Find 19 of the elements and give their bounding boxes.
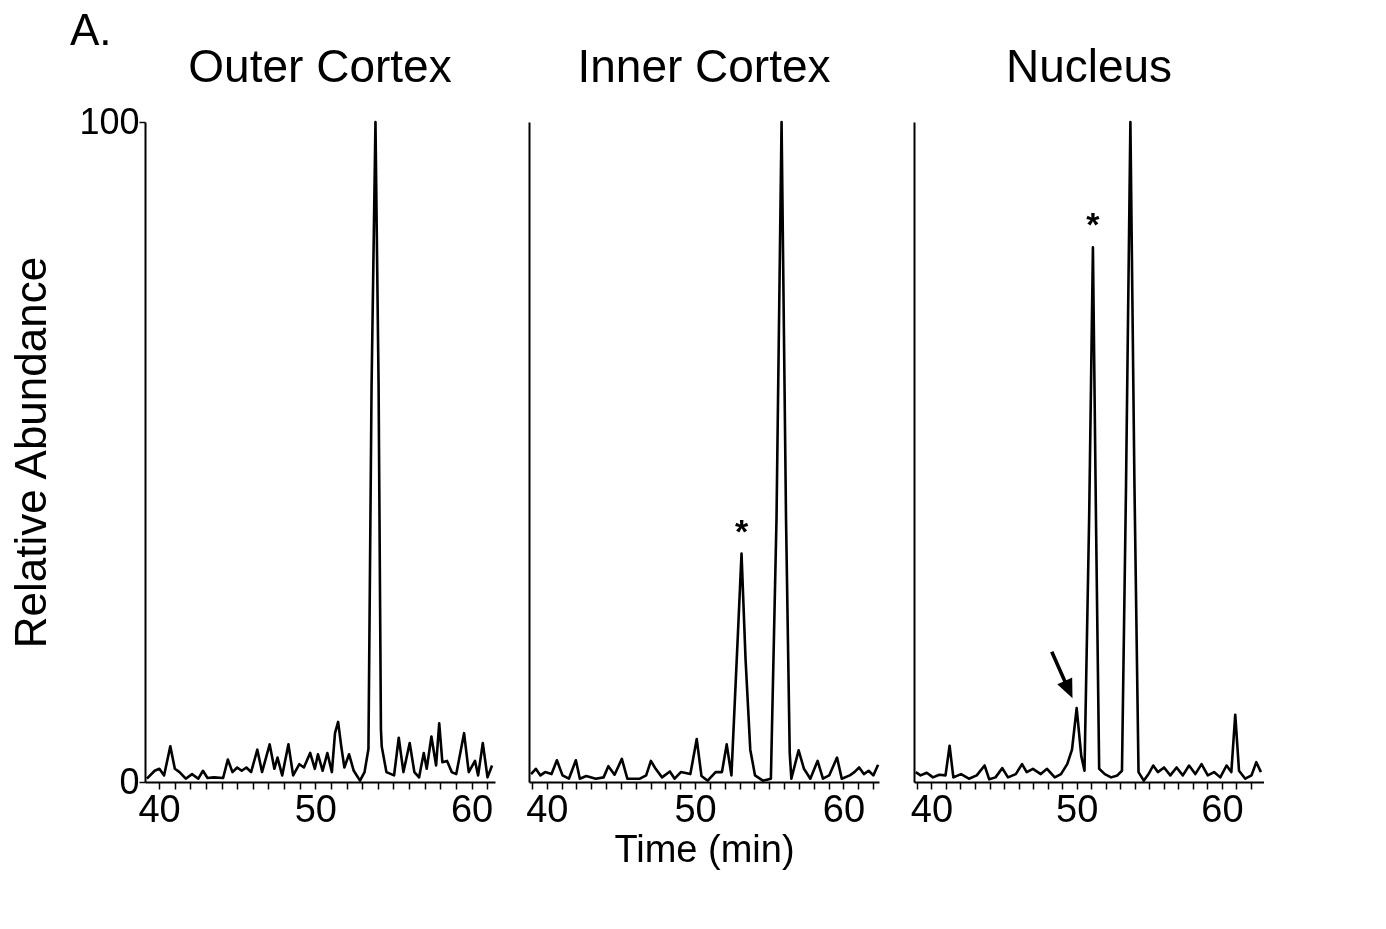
annotation: * (734, 511, 749, 550)
x-tick-label: 50 (294, 787, 337, 830)
y-tick-label: 0 (119, 760, 140, 802)
x-tick-label: 40 (526, 787, 569, 830)
x-tick-label: 60 (450, 787, 494, 830)
x-axis-title: Time (min) (614, 827, 795, 870)
y-tick-label: 100 (79, 100, 140, 142)
chart-title: Outer Cortex (188, 40, 452, 92)
x-tick-label: 50 (1056, 787, 1099, 830)
annotation: * (1086, 205, 1101, 244)
x-tick-label: 60 (822, 787, 866, 830)
x-tick-label: 40 (138, 787, 181, 830)
x-tick-label: 60 (1201, 787, 1244, 830)
chart-title: Inner Cortex (577, 40, 831, 92)
text: A. (70, 5, 112, 54)
y-axis-title: Relative Abundance (6, 256, 56, 649)
x-tick-label: 40 (910, 787, 954, 830)
x-tick-label: 50 (674, 787, 717, 830)
chart-title: Nucleus (1005, 40, 1173, 92)
